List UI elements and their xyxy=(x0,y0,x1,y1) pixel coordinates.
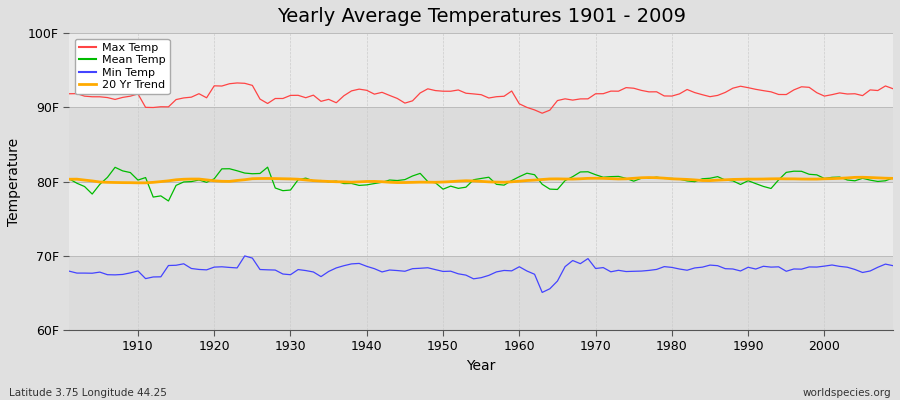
Bar xyxy=(69,182,893,256)
Title: Yearly Average Temperatures 1901 - 2009: Yearly Average Temperatures 1901 - 2009 xyxy=(276,7,686,26)
Text: Latitude 3.75 Longitude 44.25: Latitude 3.75 Longitude 44.25 xyxy=(9,388,166,398)
Bar xyxy=(69,33,893,107)
Bar xyxy=(69,256,893,330)
Text: worldspecies.org: worldspecies.org xyxy=(803,388,891,398)
Bar xyxy=(69,107,893,182)
Legend: Max Temp, Mean Temp, Min Temp, 20 Yr Trend: Max Temp, Mean Temp, Min Temp, 20 Yr Tre… xyxy=(75,39,169,94)
Y-axis label: Temperature: Temperature xyxy=(7,138,21,226)
X-axis label: Year: Year xyxy=(466,359,496,373)
